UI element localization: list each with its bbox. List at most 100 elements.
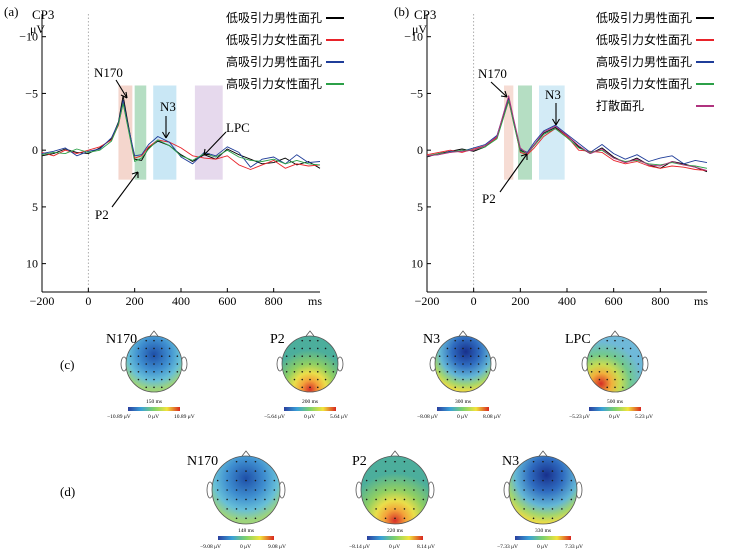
electrode-dot — [629, 378, 632, 381]
electrode-dot — [551, 508, 554, 510]
panel-a-p2-arrowhead — [131, 171, 139, 178]
panel-b-n3-label: N3 — [545, 87, 561, 102]
panel-a-x-tick-label: −200 — [30, 294, 55, 308]
topomap-title: N170 — [106, 332, 137, 347]
panel-a-plot-area: −10 −5 0 5 10 −200 0 200 400 600 800 — [19, 14, 321, 308]
colorbar-mid: 0 μV — [537, 544, 548, 550]
panel-a-y-tick-label: −10 — [19, 30, 38, 44]
electrode-dot — [561, 470, 563, 472]
electrode-dot — [454, 363, 457, 365]
electrode-dot — [469, 378, 472, 381]
topomap-time: 220 ms — [387, 528, 403, 534]
electrode-dot — [316, 363, 319, 365]
colorbar — [437, 407, 489, 411]
electrode-dot — [394, 508, 396, 510]
electrode-dot — [145, 355, 148, 358]
electrode-dot — [403, 479, 406, 482]
electrode-dot — [254, 498, 257, 501]
electrode-dot — [477, 355, 480, 358]
panel-a-y-tick-label: 0 — [32, 143, 38, 157]
electrode-dot — [637, 370, 640, 373]
panel-b-y-tick-label: 0 — [417, 143, 423, 157]
panel-d-topomaps: (d) N170 148 ms −9.08 μV 0 μV 9.08 μV P2 — [60, 450, 583, 550]
colorbar-max: 8.08 μV — [483, 414, 501, 420]
electrode-dot — [264, 479, 266, 482]
panel-a-x-tick-label: 400 — [172, 294, 190, 308]
electrode-dot — [606, 378, 609, 381]
colorbar-max: 5.23 μV — [635, 414, 653, 420]
panel-a-lpc-arrow — [203, 131, 227, 156]
electrode-dot — [542, 498, 544, 501]
head-outline — [276, 330, 344, 372]
electrode-dot — [332, 363, 335, 365]
electrode-dot — [542, 517, 544, 520]
electrode-dot — [153, 363, 155, 365]
electrode-dot — [316, 347, 319, 350]
panel-a-window-p2 — [134, 85, 147, 180]
topomap-title: P2 — [270, 332, 285, 347]
electrode-dot — [145, 378, 148, 381]
electrode-dot — [629, 363, 632, 365]
panel-b-unit: μV — [412, 22, 427, 36]
electrode-dot — [316, 370, 319, 373]
colorbar — [367, 536, 423, 540]
electrode-dot — [226, 498, 228, 501]
electrode-dot — [513, 489, 516, 491]
topomap-c-n170: N170 150 ms −10.89 μV 0 μV 10.89 μV — [106, 330, 195, 420]
electrode-dot — [477, 378, 480, 381]
colorbar-min: −8.14 μV — [349, 544, 370, 550]
electrode-dots — [285, 339, 335, 389]
panel-a-lpc-label: LPC — [226, 120, 250, 135]
electrode-dot — [590, 355, 593, 358]
electrode-dot — [614, 339, 616, 342]
electrode-dot — [301, 339, 304, 342]
electrode-dot — [168, 363, 171, 365]
electrode-dot — [365, 498, 368, 501]
electrode-dot — [153, 347, 155, 350]
electrode-dot — [403, 489, 406, 491]
panel-b-window-p2 — [518, 85, 532, 180]
electrode-dot — [301, 363, 304, 365]
panel-a-y-tick-label: 5 — [32, 200, 38, 214]
electrode-dot — [168, 347, 171, 350]
panel-a-x-unit: ms — [308, 294, 322, 308]
panel-b-n170-arrowhead — [500, 90, 508, 98]
electrode-dot — [375, 498, 377, 501]
electrode-dot — [301, 370, 304, 373]
electrode-dot — [614, 347, 616, 350]
panel-a-window-lpc — [194, 85, 223, 180]
electrode-dot — [523, 489, 525, 491]
electrode-dot — [598, 363, 601, 365]
panel-b-series-line — [426, 98, 708, 165]
panel-b-window-n170 — [504, 85, 514, 180]
electrode-dot — [301, 355, 304, 358]
electrode-dot — [477, 363, 480, 365]
electrode-dot — [254, 508, 257, 510]
electrode-dot — [293, 363, 296, 365]
electrode-dot — [394, 460, 396, 463]
electrode-dot — [438, 355, 441, 358]
colorbar-mid: 0 μV — [609, 414, 620, 420]
electrode-dot — [245, 508, 247, 510]
electrode-dot — [384, 498, 387, 501]
electrode-dot — [384, 460, 387, 463]
panel-b-y-tick-label: 5 — [417, 200, 423, 214]
panel-d-label: (d) — [60, 484, 75, 499]
electrode-dot — [598, 378, 601, 381]
topomap-time: 148 ms — [238, 528, 254, 534]
panel-a-n3-label: N3 — [160, 99, 176, 114]
topomap-d-n170: N170 148 ms −9.08 μV 0 μV 9.08 μV — [187, 450, 286, 550]
colorbar-min: −7.33 μV — [497, 544, 518, 550]
electrode-dot — [469, 339, 472, 342]
topomap-title: N170 — [187, 454, 218, 469]
electrode-dot — [137, 378, 140, 381]
electrode-dot — [469, 370, 472, 373]
electrode-dot — [462, 370, 464, 373]
topomap-c-p2: P2 200 ms −5.64 μV 0 μV 5.64 μV — [264, 330, 348, 420]
panel-a-lpc-arrowhead — [203, 148, 211, 156]
electrode-dot — [168, 378, 171, 381]
electrode-dot — [245, 470, 247, 472]
electrode-dot — [309, 386, 311, 389]
electrode-dots — [365, 460, 425, 520]
